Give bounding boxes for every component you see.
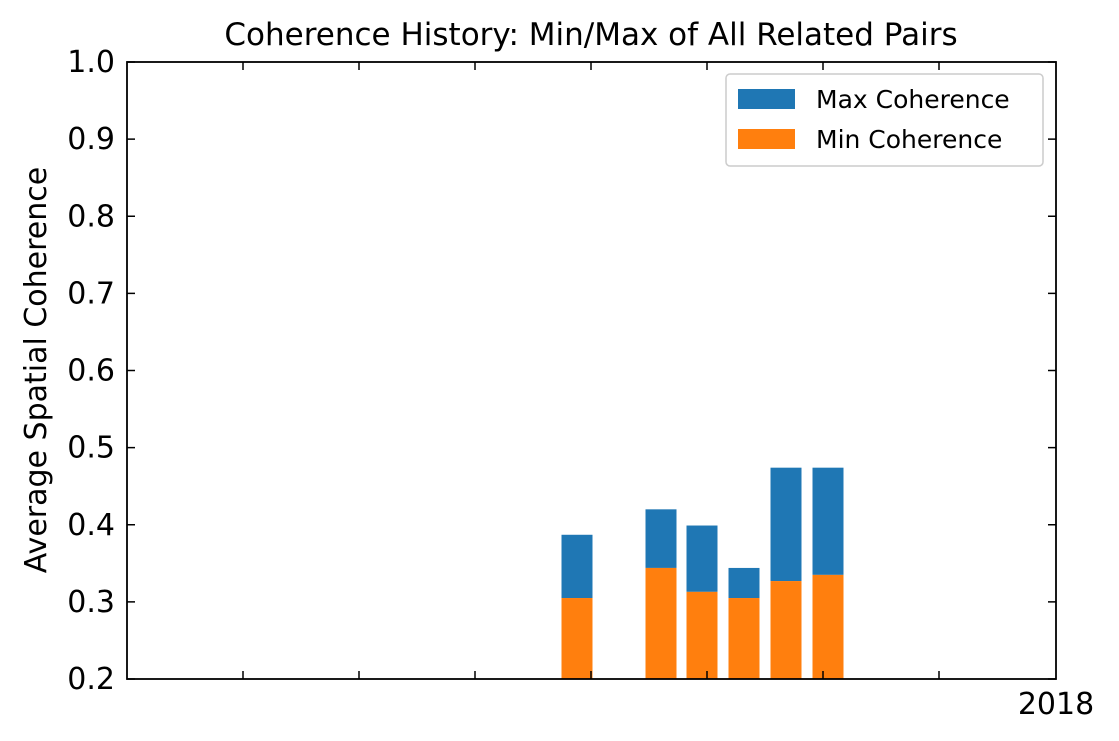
x-tick-label: 2018 — [1018, 687, 1094, 722]
bar-max-coherence — [728, 567, 760, 599]
bar-min-coherence — [770, 581, 802, 679]
y-tick-label: 0.4 — [67, 508, 115, 543]
y-tick-label: 0.6 — [67, 354, 115, 389]
y-tick-label: 0.9 — [67, 122, 115, 157]
legend-swatch — [738, 89, 795, 109]
y-tick-label: 0.5 — [67, 431, 115, 466]
chart-title: Coherence History: Min/Max of All Relate… — [224, 17, 957, 53]
bar-min-coherence — [561, 598, 593, 679]
bar-max-coherence — [686, 525, 718, 592]
bar-min-coherence — [686, 591, 718, 679]
bar-max-coherence — [812, 467, 844, 575]
y-axis-label: Average Spatial Coherence — [19, 167, 54, 573]
bar-max-coherence — [645, 509, 677, 568]
bar-min-coherence — [645, 567, 677, 679]
bar-max-coherence — [561, 534, 593, 599]
bars-group — [561, 467, 844, 679]
bar-min-coherence — [812, 574, 844, 679]
legend-swatch — [738, 129, 795, 149]
legend: Max Coherence Min Coherence — [725, 73, 1044, 167]
legend-label: Min Coherence — [816, 125, 1002, 154]
bar-min-coherence — [728, 598, 760, 679]
y-tick-label: 0.3 — [67, 585, 115, 620]
bar-max-coherence — [770, 467, 802, 582]
y-tick-label: 0.8 — [67, 199, 115, 234]
legend-label: Max Coherence — [816, 85, 1010, 114]
y-tick-label: 1.0 — [67, 45, 115, 80]
plot-frame — [126, 61, 1057, 680]
legend-box — [725, 73, 1044, 167]
y-tick-label: 0.2 — [67, 662, 115, 697]
ticks-group: 0.2 0.3 0.4 0.5 0.6 0.7 0.8 0.9 1.0 2018 — [67, 45, 1094, 722]
y-tick-label: 0.7 — [67, 276, 115, 311]
